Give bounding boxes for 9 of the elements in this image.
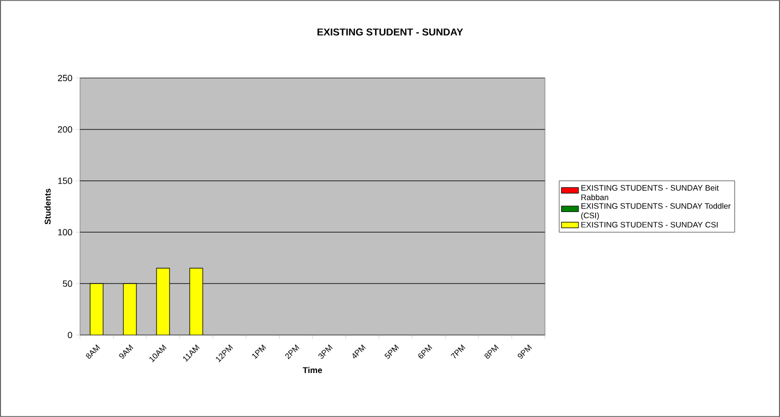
y-tick-label: 200 (58, 126, 72, 133)
chart-title: EXISTING STUDENT - SUNDAY (318, 28, 464, 36)
x-axis-title: Time (302, 366, 322, 374)
y-tick-label: 100 (58, 229, 72, 236)
y-axis-title: Students (44, 188, 51, 224)
y-tick-label: 0 (68, 332, 72, 338)
y-tick-label: 250 (58, 74, 72, 82)
y-tick-label: 50 (62, 280, 72, 287)
y-tick-label: 150 (58, 178, 72, 184)
